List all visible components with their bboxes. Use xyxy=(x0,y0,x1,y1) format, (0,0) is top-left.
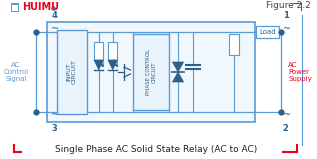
Bar xyxy=(11,3,19,12)
Bar xyxy=(12,4,18,10)
Bar xyxy=(256,26,279,38)
Text: ~: ~ xyxy=(51,24,59,34)
Text: Figure 2.2: Figure 2.2 xyxy=(266,1,311,10)
Polygon shape xyxy=(94,60,103,70)
Bar xyxy=(57,30,87,114)
Polygon shape xyxy=(108,60,117,70)
Text: 1: 1 xyxy=(282,11,288,20)
Text: ~: ~ xyxy=(282,24,291,34)
Bar xyxy=(94,42,103,60)
Bar xyxy=(230,34,239,55)
Bar xyxy=(48,22,255,122)
Text: Single Phase AC Solid State Relay (AC to AC): Single Phase AC Solid State Relay (AC to… xyxy=(55,145,257,155)
Text: 2: 2 xyxy=(282,124,288,133)
Polygon shape xyxy=(172,72,184,82)
Text: PHASE CONTROL
CIRCUIT: PHASE CONTROL CIRCUIT xyxy=(146,49,156,95)
Bar xyxy=(133,34,169,110)
Text: 4: 4 xyxy=(51,11,57,20)
Text: ~: ~ xyxy=(282,110,291,120)
Text: AC
Control
Signal: AC Control Signal xyxy=(3,62,29,82)
Polygon shape xyxy=(172,62,184,72)
Text: AC
Power
Supply: AC Power Supply xyxy=(288,62,312,82)
Text: HUIMU: HUIMU xyxy=(22,3,59,13)
Text: 3: 3 xyxy=(51,124,57,133)
Text: ~: ~ xyxy=(51,110,59,120)
Text: Load: Load xyxy=(259,29,276,35)
Bar xyxy=(108,42,117,60)
Text: INPUT
CIRCUIT: INPUT CIRCUIT xyxy=(66,60,77,84)
